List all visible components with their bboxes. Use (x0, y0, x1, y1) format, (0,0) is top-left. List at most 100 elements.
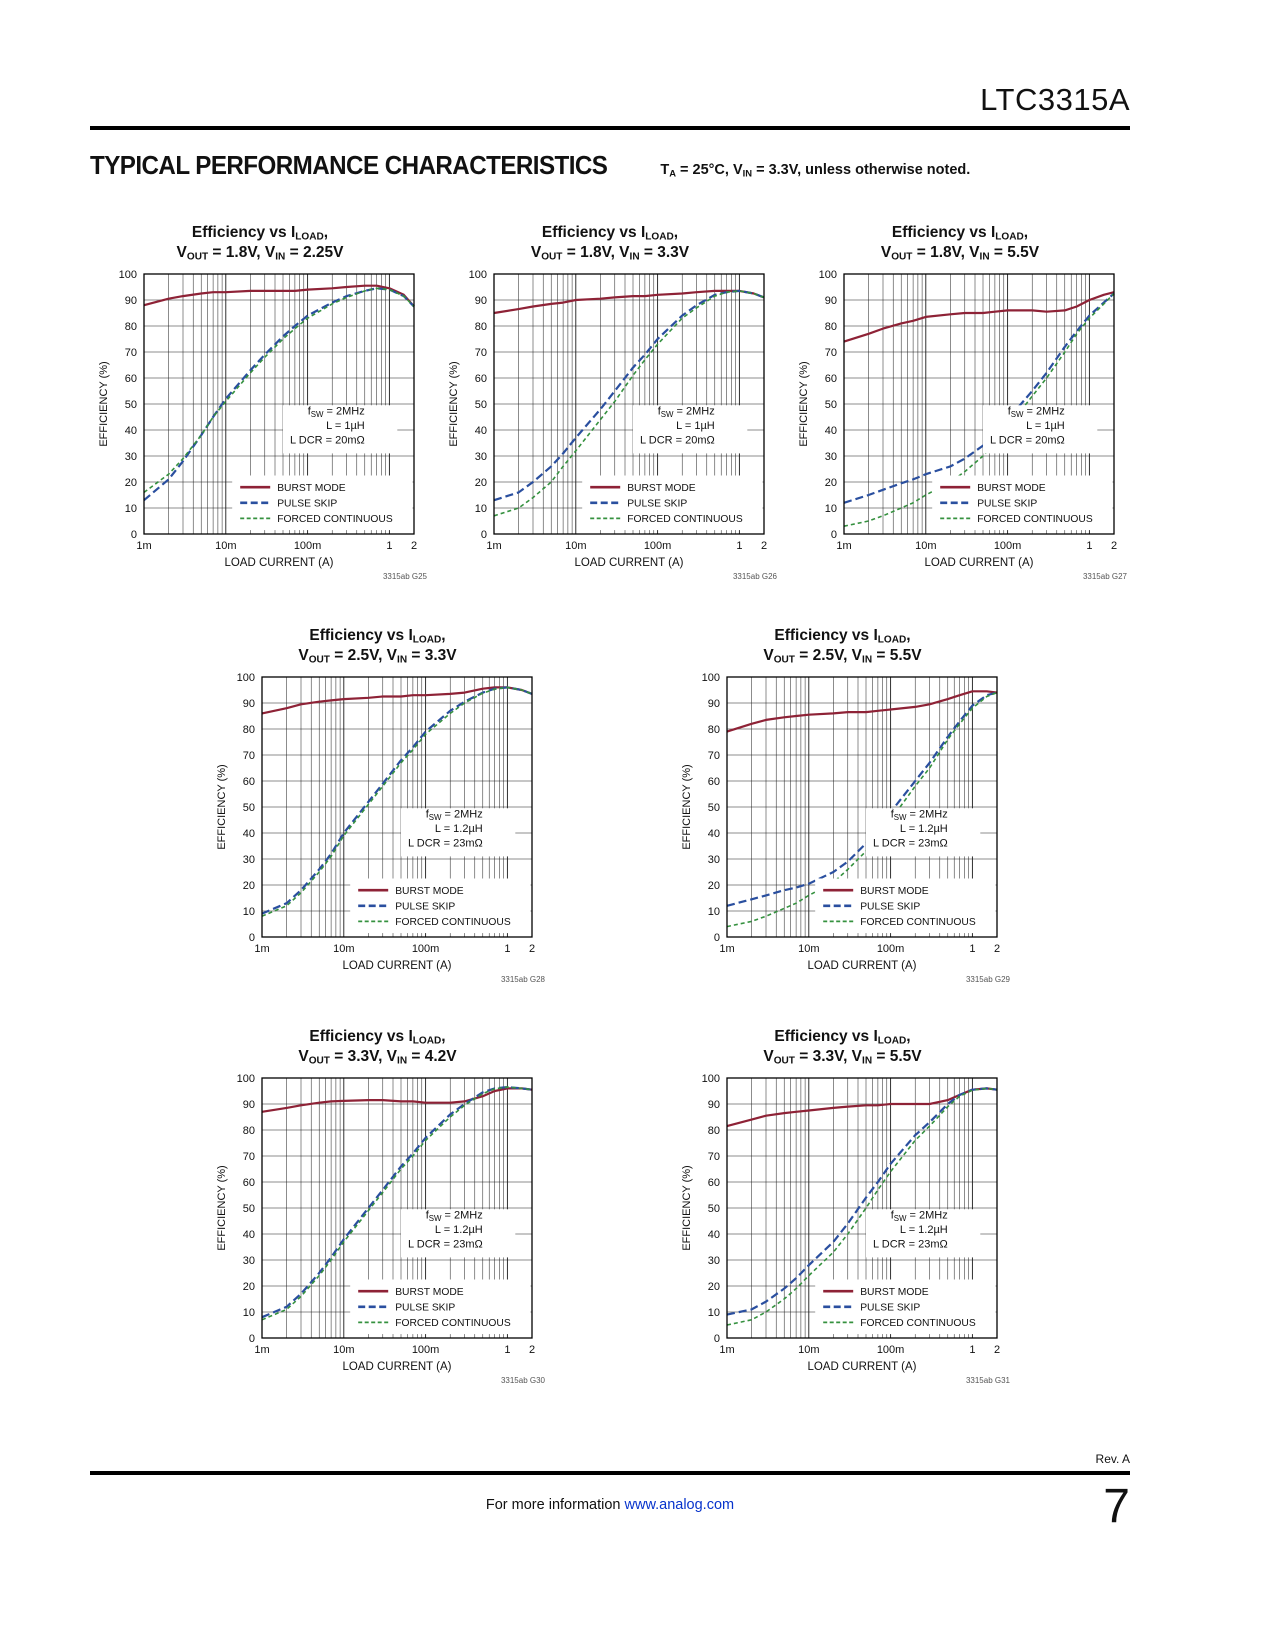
svg-text:0: 0 (248, 932, 254, 944)
legend-label-burst: BURST MODE (860, 886, 929, 897)
svg-text:100m: 100m (876, 1344, 904, 1356)
page-content: LTC3315A TYPICAL PERFORMANCE CHARACTERIS… (90, 0, 1130, 1531)
analog-link[interactable]: www.analog.com (624, 1496, 735, 1513)
annotation-line: fSW = 2MHz (890, 808, 947, 822)
svg-text:40: 40 (707, 1229, 719, 1241)
svg-text:2: 2 (993, 943, 999, 955)
legend-label-pulse: PULSE SKIP (977, 498, 1037, 509)
annotation-bg (865, 1209, 980, 1258)
svg-text:100m: 100m (994, 540, 1022, 552)
series-forced (493, 290, 765, 517)
svg-text:100: 100 (119, 269, 137, 281)
annotation-line: fSW = 2MHz (425, 1209, 482, 1223)
plot-border (260, 676, 533, 938)
chart-title: Efficiency vs ILOAD, VOUT = 2.5V, VIN = … (673, 626, 1013, 667)
chart-plot-g31: 1m 10m 100m 1 20102030405060708090100EFFICIE… (681, 1073, 1011, 1385)
svg-text:30: 30 (475, 451, 487, 463)
svg-text:1m: 1m (254, 943, 269, 955)
svg-text:1m: 1m (719, 1344, 734, 1356)
svg-text:2: 2 (1111, 540, 1117, 552)
header-rule (90, 126, 1130, 130)
annotation-line: L DCR = 20mΩ (640, 434, 715, 446)
chart-title: Efficiency vs ILOAD, VOUT = 1.8V, VIN = … (790, 223, 1130, 264)
svg-text:10m: 10m (333, 943, 354, 955)
annotation-line: L = 1µH (676, 420, 715, 432)
svg-text:10: 10 (242, 906, 254, 918)
svg-text:2: 2 (411, 540, 417, 552)
series-pulse (261, 686, 532, 915)
chart-title-line2: VOUT = 2.5V, VIN = 5.5V (763, 647, 922, 666)
curves (143, 284, 415, 501)
legend-label-burst: BURST MODE (395, 1287, 464, 1298)
svg-text:80: 80 (707, 1125, 719, 1137)
svg-text:10: 10 (125, 503, 137, 515)
svg-text:1: 1 (736, 540, 742, 552)
annotation-line: fSW = 2MHz (658, 405, 715, 419)
chart-g25: Efficiency vs ILOAD, VOUT = 1.8V, VIN = … (90, 223, 430, 584)
footer-info: For more information www.analog.com (486, 1483, 734, 1513)
annotation-line: L = 1.2µH (899, 1224, 947, 1236)
svg-text:60: 60 (825, 373, 837, 385)
annotation-line: L DCR = 20mΩ (990, 434, 1065, 446)
svg-text:40: 40 (242, 1229, 254, 1241)
svg-text:50: 50 (242, 802, 254, 814)
curves (726, 1087, 997, 1326)
chart-title-line2: VOUT = 3.3V, VIN = 5.5V (763, 1048, 922, 1067)
chart-title-line1: Efficiency vs ILOAD, (891, 224, 1029, 243)
chart-title-line1: Efficiency vs ILOAD, (774, 626, 911, 646)
svg-text:10m: 10m (915, 540, 936, 552)
svg-text:0: 0 (131, 529, 137, 541)
x-axis-label: LOAD CURRENT (A) (224, 557, 333, 569)
y-axis-label: EFFICIENCY (%) (98, 361, 110, 446)
svg-text:2: 2 (993, 1344, 999, 1356)
svg-text:0: 0 (248, 1333, 254, 1345)
svg-text:10: 10 (475, 503, 487, 515)
chart-title-line2: VOUT = 1.8V, VIN = 3.3V (530, 244, 690, 263)
chart-row-2: Efficiency vs ILOAD, VOUT = 2.5V, VIN = … (90, 626, 1130, 987)
svg-text:10m: 10m (798, 1344, 819, 1356)
svg-text:10: 10 (242, 1307, 254, 1319)
svg-text:100m: 100m (644, 540, 672, 552)
svg-text:40: 40 (242, 828, 254, 840)
chart-plot-g30: 1m 10m 100m 1 20102030405060708090100EFFICIE… (216, 1073, 546, 1385)
annotation-bg (400, 808, 515, 857)
series-pulse (143, 287, 415, 501)
svg-text:80: 80 (125, 321, 137, 333)
legend-label-forced: FORCED CONTINUOUS (977, 514, 1093, 525)
svg-text:40: 40 (125, 425, 137, 437)
legend-label-forced: FORCED CONTINUOUS (395, 1318, 511, 1329)
svg-text:100: 100 (701, 1073, 719, 1085)
series-burst (493, 289, 765, 314)
plot-border (260, 1077, 533, 1339)
curves (261, 686, 532, 917)
x-axis-label: LOAD CURRENT (A) (342, 960, 451, 972)
legend-label-pulse: PULSE SKIP (395, 901, 455, 912)
figure-id: 3315ab G30 (500, 1376, 545, 1385)
svg-text:20: 20 (707, 880, 719, 892)
legend-label-forced: FORCED CONTINUOUS (627, 514, 743, 525)
svg-text:1m: 1m (254, 1344, 269, 1356)
svg-text:90: 90 (242, 1099, 254, 1111)
legend-label-pulse: PULSE SKIP (627, 498, 687, 509)
svg-text:100: 100 (701, 672, 719, 684)
annotation-line: L DCR = 23mΩ (407, 837, 482, 849)
plot-border (725, 1077, 998, 1339)
svg-text:70: 70 (707, 750, 719, 762)
svg-text:100m: 100m (294, 540, 322, 552)
series-burst (726, 1087, 997, 1127)
annotation-line: fSW = 2MHz (890, 1209, 947, 1223)
svg-text:100m: 100m (411, 943, 439, 955)
chart-title-line1: Efficiency vs ILOAD, (191, 224, 329, 243)
svg-text:1m: 1m (836, 540, 851, 552)
svg-text:90: 90 (707, 698, 719, 710)
figure-id: 3315ab G25 (383, 572, 428, 581)
legend-label-forced: FORCED CONTINUOUS (277, 514, 393, 525)
legend-label-pulse: PULSE SKIP (860, 901, 920, 912)
series-pulse (493, 289, 765, 502)
chart-row-3: Efficiency vs ILOAD, VOUT = 3.3V, VIN = … (90, 1027, 1130, 1388)
annotation-bg (983, 405, 1098, 454)
svg-text:50: 50 (242, 1203, 254, 1215)
svg-text:50: 50 (825, 399, 837, 411)
svg-text:10m: 10m (215, 540, 236, 552)
